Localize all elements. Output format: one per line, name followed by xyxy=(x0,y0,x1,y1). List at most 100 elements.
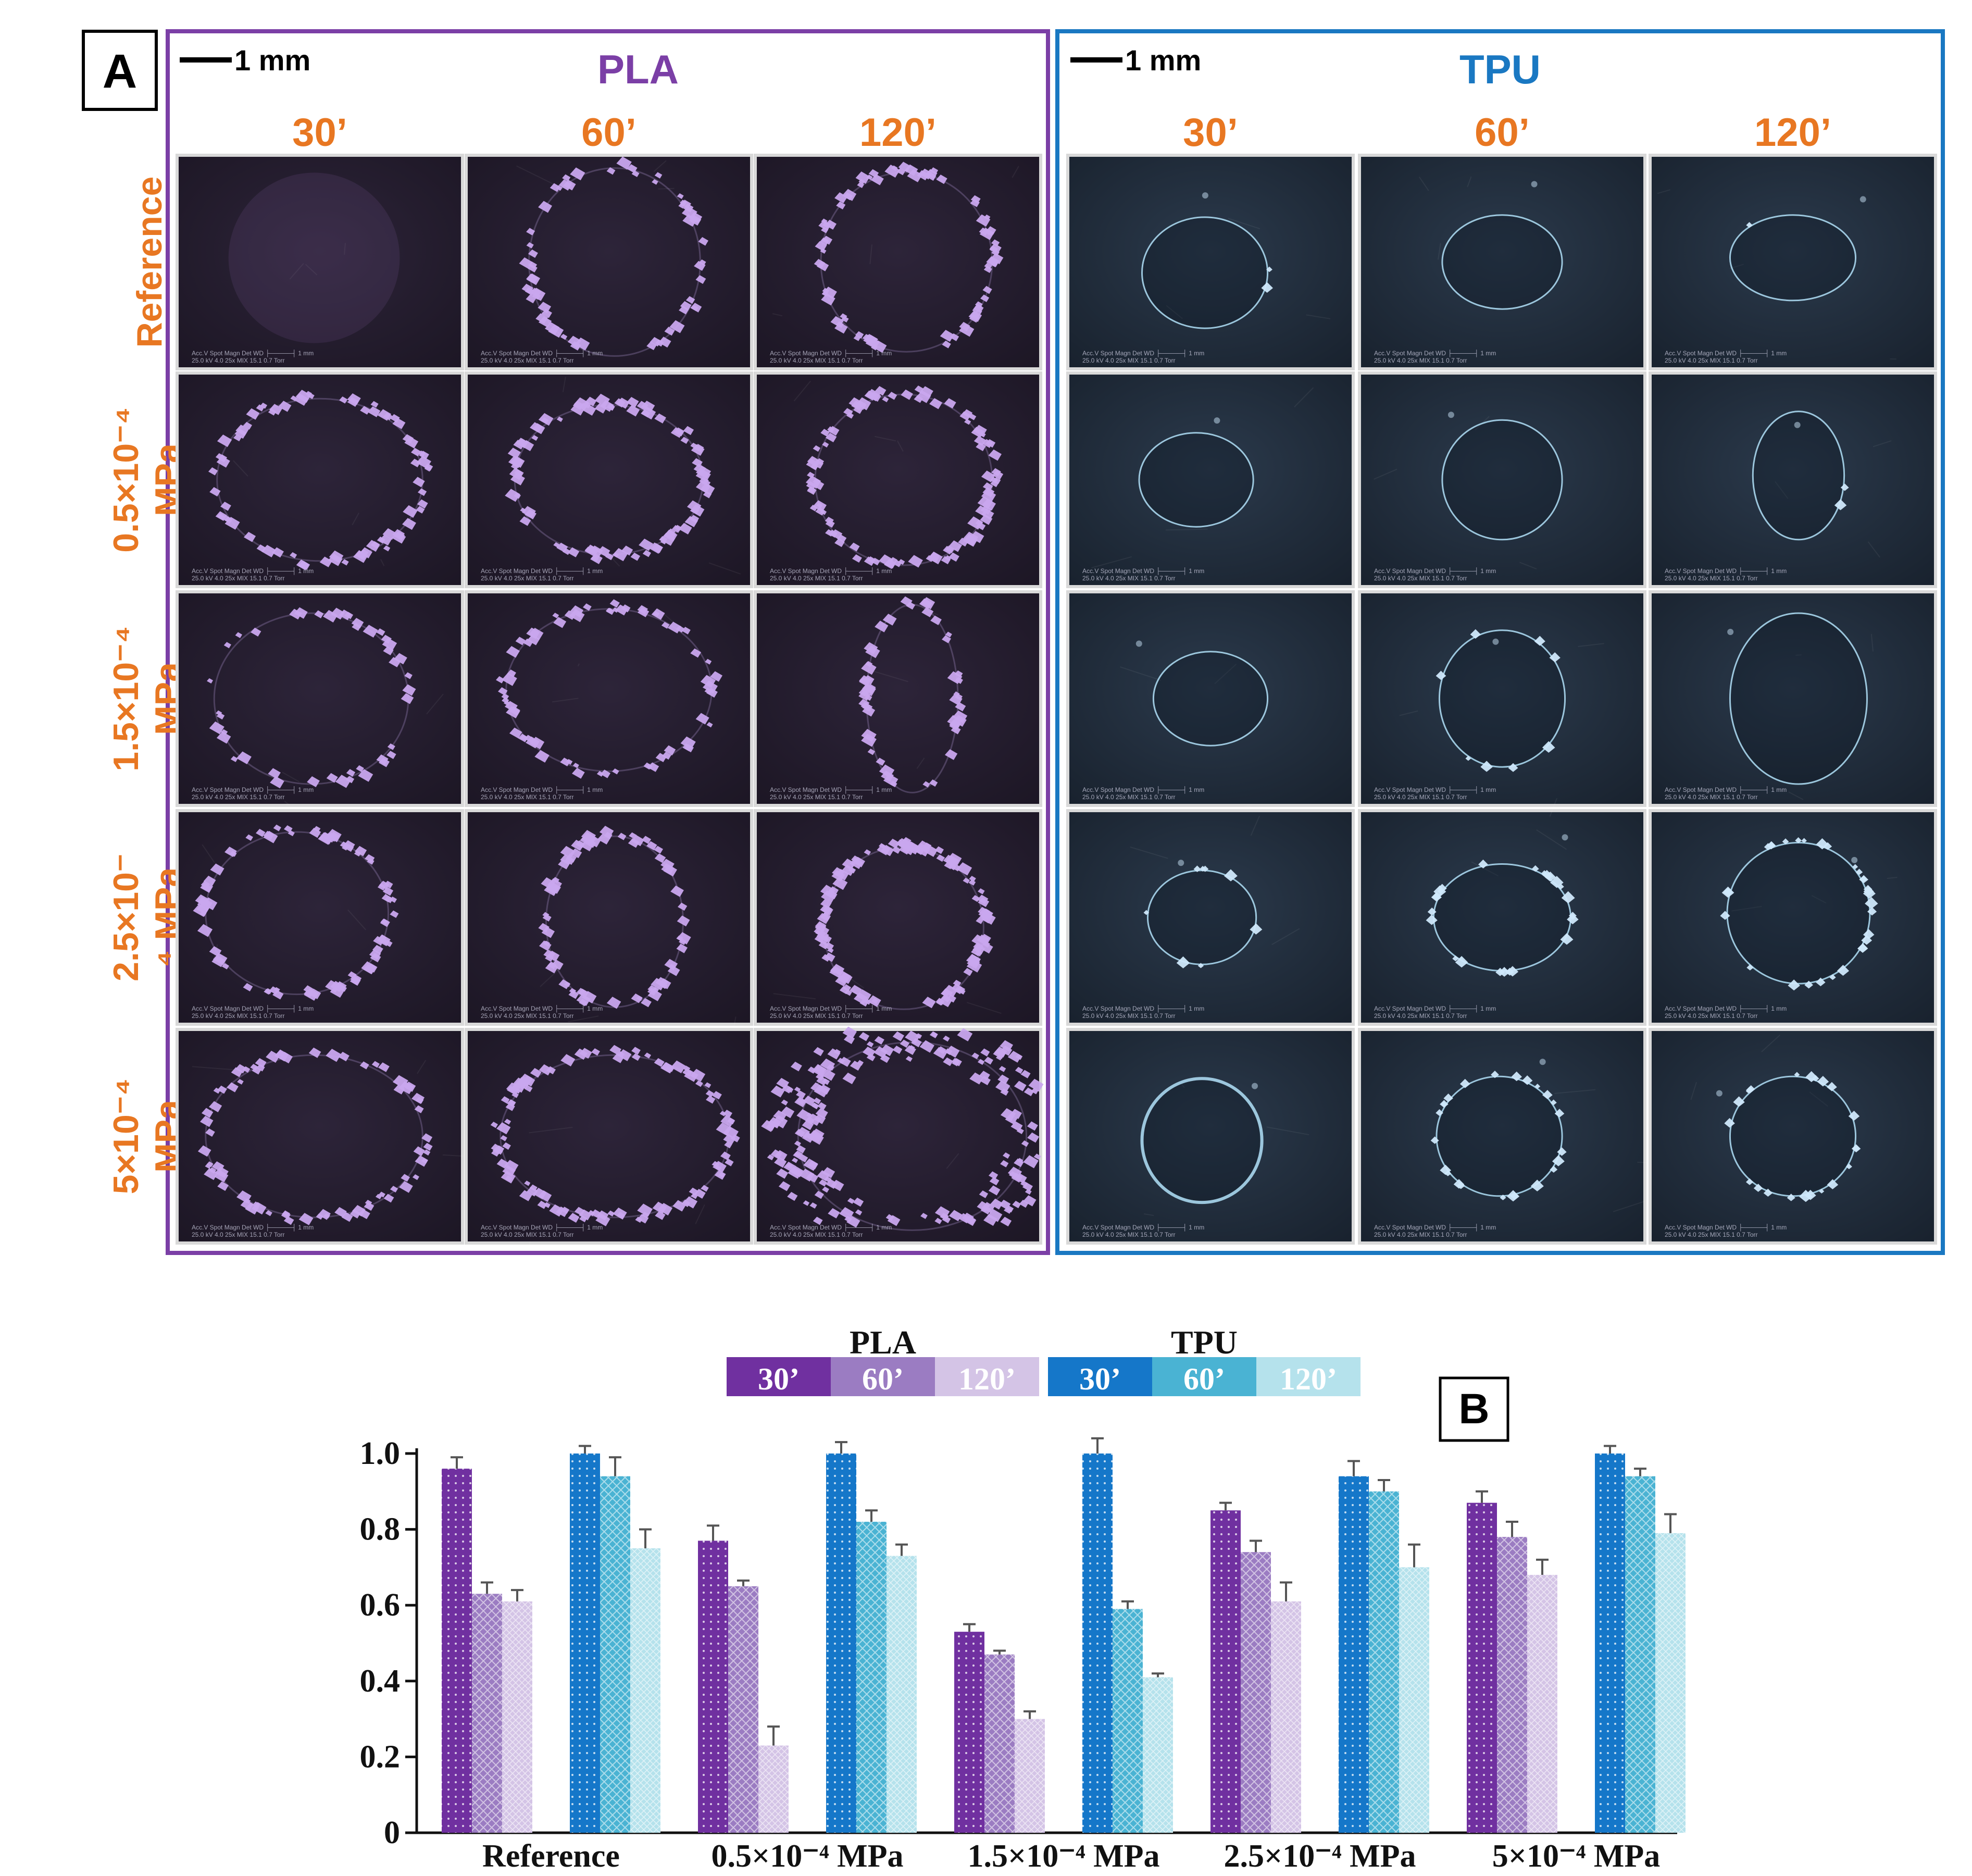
time-header-tpu-1: 60’ xyxy=(1475,110,1530,155)
micrograph-pla-r3-c0: Acc.V Spot Magn Det WD ├─────┤ 1 mm25.0 … xyxy=(176,809,464,1026)
micrograph-caption: Acc.V Spot Magn Det WD ├─────┤ 1 mm xyxy=(192,786,314,794)
micrograph-tpu-r2-c2: Acc.V Spot Magn Det WD ├─────┤ 1 mm25.0 … xyxy=(1649,590,1937,807)
tpu-title: TPU xyxy=(1459,46,1541,92)
time-header-tpu-2: 120’ xyxy=(1754,110,1831,155)
time-header-pla-2: 120’ xyxy=(859,110,937,155)
micrograph-tpu-r1-c1: Acc.V Spot Magn Det WD ├─────┤ 1 mm25.0 … xyxy=(1358,371,1646,588)
legend-group-title: PLA xyxy=(850,1324,916,1361)
micrograph-caption: Acc.V Spot Magn Det WD ├─────┤ 1 mm xyxy=(770,786,892,794)
row-label-1-line-0: 0.5×10⁻⁴ xyxy=(106,407,146,552)
micrograph-caption: Acc.V Spot Magn Det WD ├─────┤ 1 mm xyxy=(192,1005,314,1013)
bar-chart: PLA 30’ 60’ 120’ TPU 30’ 60’ 120’ B 0 0.2 0.4 0.6 0… xyxy=(360,1324,1686,1874)
scale-bar-pla-label: 1 mm xyxy=(234,44,310,77)
micrograph-pla-r3-c2: Acc.V Spot Magn Det WD ├─────┤ 1 mm25.0 … xyxy=(754,809,1042,1026)
micrograph-caption-2: 25.0 kV 4.0 25x MIX 15.1 0.7 Torr xyxy=(192,793,285,801)
row-label-1: 0.5×10⁻⁴ MPa xyxy=(106,407,188,552)
time-header-tpu-0: 30’ xyxy=(1183,110,1238,155)
micrograph-pla-r2-c0: Acc.V Spot Magn Det WD ├─────┤ 1 mm25.0 … xyxy=(176,590,464,807)
micrograph-caption-2: 25.0 kV 4.0 25x MIX 15.1 0.7 Torr xyxy=(1665,793,1758,801)
micrograph-caption-2: 25.0 kV 4.0 25x MIX 15.1 0.7 Torr xyxy=(1374,1012,1467,1020)
micrograph-tpu-r3-c2: Acc.V Spot Magn Det WD ├─────┤ 1 mm25.0 … xyxy=(1649,809,1937,1026)
bar-pla-0-cat-0 xyxy=(442,1456,472,1833)
micrograph-pla-r4-c2: Acc.V Spot Magn Det WD ├─────┤ 1 mm25.0 … xyxy=(754,1026,1044,1245)
micrograph-caption: Acc.V Spot Magn Det WD ├─────┤ 1 mm xyxy=(1374,786,1496,794)
micrograph-caption-2: 25.0 kV 4.0 25x MIX 15.1 0.7 Torr xyxy=(481,357,574,364)
micrograph-pla-r1-c1: Acc.V Spot Magn Det WD ├─────┤ 1 mm25.0 … xyxy=(465,371,753,588)
legend-tpu: TPU 30’ 60’ 120’ xyxy=(1048,1324,1361,1396)
micrograph-caption-2: 25.0 kV 4.0 25x MIX 15.1 0.7 Torr xyxy=(1374,575,1467,582)
micrograph-tpu-r4-c1: Acc.V Spot Magn Det WD ├─────┤ 1 mm25.0 … xyxy=(1358,1028,1676,1245)
legend-group-title: TPU xyxy=(1171,1324,1238,1361)
row-label-4-line-0: 5×10⁻⁴ xyxy=(106,1078,146,1195)
bar-tpu-2-cat-4 xyxy=(1655,1513,1686,1833)
row-label-0: Reference xyxy=(130,177,169,348)
micrograph-caption-2: 25.0 kV 4.0 25x MIX 15.1 0.7 Torr xyxy=(1374,357,1467,364)
micrograph-caption: Acc.V Spot Magn Det WD ├─────┤ 1 mm xyxy=(192,567,314,575)
legend-entry-label: 30’ xyxy=(758,1362,800,1396)
micrograph-caption: Acc.V Spot Magn Det WD ├─────┤ 1 mm xyxy=(1082,567,1204,575)
micrograph-caption: Acc.V Spot Magn Det WD ├─────┤ 1 mm xyxy=(1374,1224,1496,1232)
bar-pla-0-cat-1 xyxy=(698,1524,728,1833)
bar-pla-1-cat-1 xyxy=(728,1579,758,1833)
micrograph-pla-r4-c1: Acc.V Spot Magn Det WD ├─────┤ 1 mm25.0 … xyxy=(465,1028,753,1247)
micrograph-grid: A 1 mm 1 mm PLA TPU 30’ 60’ 120’ 30’ 60’ 120’… xyxy=(82,29,1945,1255)
micrograph-caption: Acc.V Spot Magn Det WD ├─────┤ 1 mm xyxy=(1665,1005,1787,1013)
micrograph-caption: Acc.V Spot Magn Det WD ├─────┤ 1 mm xyxy=(192,1224,314,1232)
x-tick-label: Reference xyxy=(482,1838,620,1874)
bar-tpu-1-cat-3 xyxy=(1369,1479,1399,1833)
micrograph-tpu-r3-c1: Acc.V Spot Magn Det WD ├─────┤ 1 mm25.0 … xyxy=(1358,798,1646,1026)
micrograph-pla-r4-c0: Acc.V Spot Magn Det WD ├─────┤ 1 mm25.0 … xyxy=(176,1028,476,1245)
micrograph-caption-2: 25.0 kV 4.0 25x MIX 15.1 0.7 Torr xyxy=(1082,1012,1176,1020)
y-tick-label: 0.8 xyxy=(360,1512,401,1547)
bar-pla-1-cat-4 xyxy=(1497,1521,1527,1833)
y-tick-label: 0.4 xyxy=(360,1663,401,1699)
micrograph-caption: Acc.V Spot Magn Det WD ├─────┤ 1 mm xyxy=(481,786,603,794)
micrograph-pla-r1-c2: Acc.V Spot Magn Det WD ├─────┤ 1 mm25.0 … xyxy=(754,371,1042,588)
legend-pla: PLA 30’ 60’ 120’ xyxy=(727,1324,1039,1396)
bar-pla-2-cat-2 xyxy=(1015,1710,1045,1833)
micrograph-caption-2: 25.0 kV 4.0 25x MIX 15.1 0.7 Torr xyxy=(770,1231,863,1238)
time-header-pla-0: 30’ xyxy=(292,110,347,155)
bar-pla-0-cat-3 xyxy=(1210,1501,1241,1833)
micrograph-caption-2: 25.0 kV 4.0 25x MIX 15.1 0.7 Torr xyxy=(481,575,574,582)
bar-pla-1-cat-2 xyxy=(984,1649,1015,1833)
bar-tpu-2-cat-1 xyxy=(887,1543,917,1833)
y-tick-label: 0.2 xyxy=(360,1739,401,1774)
legend-entry-label: 60’ xyxy=(1183,1362,1225,1396)
y-tick-label: 0 xyxy=(384,1815,400,1850)
micrograph-tpu-r2-c1: Acc.V Spot Magn Det WD ├─────┤ 1 mm25.0 … xyxy=(1358,590,1646,807)
bar-pla-0-cat-4 xyxy=(1467,1490,1497,1833)
micrograph-pla-r0-c2: Acc.V Spot Magn Det WD ├─────┤ 1 mm25.0 … xyxy=(754,154,1042,370)
x-tick-label: 0.5×10⁻⁴ MPa xyxy=(711,1838,903,1874)
micrograph-caption: Acc.V Spot Magn Det WD ├─────┤ 1 mm xyxy=(1665,350,1787,357)
panel-b: PLA 30’ 60’ 120’ TPU 30’ 60’ 120’ B 0 0.2 0.4 0.6 0… xyxy=(0,1261,1972,1876)
micrograph-tpu-r4-c2: Acc.V Spot Magn Det WD ├─────┤ 1 mm25.0 … xyxy=(1649,1028,1937,1245)
micrograph-tpu-r3-c0: Acc.V Spot Magn Det WD ├─────┤ 1 mm25.0 … xyxy=(1066,809,1355,1026)
micrograph-caption: Acc.V Spot Magn Det WD ├─────┤ 1 mm xyxy=(481,1005,603,1013)
micrograph-caption: Acc.V Spot Magn Det WD ├─────┤ 1 mm xyxy=(192,350,314,357)
legend-swatch xyxy=(1152,1357,1256,1396)
panel-b-label: B xyxy=(1458,1385,1489,1433)
bar-pla-1-cat-3 xyxy=(1241,1539,1271,1833)
micrograph-caption-2: 25.0 kV 4.0 25x MIX 15.1 0.7 Torr xyxy=(1082,357,1176,364)
micrograph-caption: Acc.V Spot Magn Det WD ├─────┤ 1 mm xyxy=(1374,350,1496,357)
legend-swatch xyxy=(1048,1357,1152,1396)
micrograph-caption-2: 25.0 kV 4.0 25x MIX 15.1 0.7 Torr xyxy=(770,575,863,582)
micrograph-caption-2: 25.0 kV 4.0 25x MIX 15.1 0.7 Torr xyxy=(1374,1231,1467,1238)
micrograph-caption: Acc.V Spot Magn Det WD ├─────┤ 1 mm xyxy=(1665,567,1787,575)
bar-tpu-2-cat-0 xyxy=(630,1528,660,1833)
micrograph-tpu-r0-c0: Acc.V Spot Magn Det WD ├─────┤ 1 mm25.0 … xyxy=(1066,154,1355,370)
legend-swatch xyxy=(727,1357,831,1396)
bar-tpu-0-cat-1 xyxy=(826,1441,856,1833)
micrograph-tpu-r2-c0: Acc.V Spot Magn Det WD ├─────┤ 1 mm25.0 … xyxy=(1066,590,1355,808)
row-label-0-line-0: Reference xyxy=(130,177,169,348)
row-label-2-line-0: 1.5×10⁻⁴ xyxy=(106,626,146,771)
scale-bar-tpu-label: 1 mm xyxy=(1125,44,1201,77)
row-label-3-line-0: 2.5×10⁻ xyxy=(106,853,146,982)
micrograph-caption-2: 25.0 kV 4.0 25x MIX 15.1 0.7 Torr xyxy=(481,793,574,801)
micrograph-caption: Acc.V Spot Magn Det WD ├─────┤ 1 mm xyxy=(481,1224,603,1232)
micrograph-caption: Acc.V Spot Magn Det WD ├─────┤ 1 mm xyxy=(1374,567,1496,575)
legend-swatch xyxy=(831,1357,935,1396)
micrograph-caption: Acc.V Spot Magn Det WD ├─────┤ 1 mm xyxy=(481,567,603,575)
y-tick-label: 1.0 xyxy=(360,1436,401,1471)
